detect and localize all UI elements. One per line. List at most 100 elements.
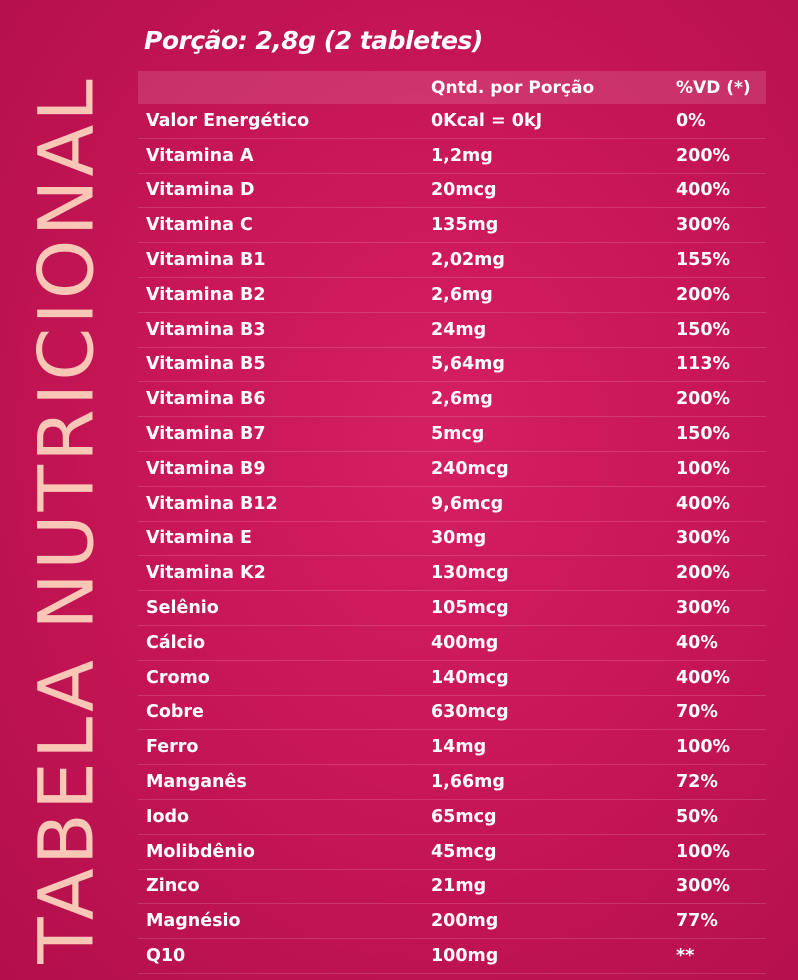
daily-value-cell: 100% <box>676 841 731 862</box>
daily-value-cell: 200% <box>676 284 731 305</box>
daily-value-cell: ** <box>676 946 695 967</box>
nutrient-cell: Ferro <box>146 737 199 758</box>
table-row: Vitamina B3 24mg 150% <box>138 313 766 348</box>
daily-value-cell: 400% <box>676 667 731 688</box>
quantity-cell: 105mcg <box>431 598 509 619</box>
quantity-cell: 2,6mg <box>431 389 493 410</box>
quantity-cell: 2,02mg <box>431 250 505 271</box>
nutrient-cell: Magnésio <box>146 911 241 932</box>
daily-value-cell: 100% <box>676 737 731 758</box>
daily-value-cell: 72% <box>676 772 718 793</box>
table-row: Vitamina B6 2,6mg 200% <box>138 382 766 418</box>
table-header-row: Qntd. por Porção %VD (*) <box>138 71 766 104</box>
quantity-cell: 135mg <box>431 215 499 236</box>
table-row: Vitamina B5 5,64mg 113% <box>138 348 766 383</box>
quantity-cell: 21mg <box>431 876 487 897</box>
nutrient-cell: Vitamina B1 <box>146 250 266 271</box>
quantity-cell: 5,64mg <box>431 354 505 375</box>
daily-value-cell: 300% <box>676 876 731 897</box>
nutrient-cell: Selênio <box>146 598 219 619</box>
nutrient-cell: Iodo <box>146 806 190 827</box>
nutrient-cell: Cromo <box>146 667 210 688</box>
table-row: Vitamina C 135mg 300% <box>138 208 766 244</box>
nutrient-cell: Molibdênio <box>146 841 255 862</box>
table-row: Cromo 140mcg 400% <box>138 661 766 696</box>
daily-value-cell: 113% <box>676 354 731 375</box>
quantity-cell: 140mcg <box>431 667 509 688</box>
daily-value-cell: 300% <box>676 598 731 619</box>
table-row: Vitamina E 30mg 300% <box>138 522 766 557</box>
nutrient-cell: Vitamina B6 <box>146 389 266 410</box>
quantity-cell: 400mg <box>431 632 499 653</box>
daily-value-cell: 0% <box>676 110 706 131</box>
nutrient-cell: Vitamina B2 <box>146 284 266 305</box>
daily-value-cell: 400% <box>676 493 731 514</box>
table-row: Vitamina B12 9,6mcg 400% <box>138 487 766 522</box>
table-row: Magnésio 200mg 77% <box>138 904 766 940</box>
daily-value-cell: 40% <box>676 632 718 653</box>
side-title-container: TABELA NUTRICIONAL <box>0 0 130 980</box>
header-quantity: Qntd. por Porção <box>431 77 595 98</box>
daily-value-cell: 50% <box>676 806 718 827</box>
table-row: Vitamina B9 240mcg 100% <box>138 452 766 487</box>
nutrient-cell: Vitamina C <box>146 215 253 236</box>
quantity-cell: 0Kcal = 0kJ <box>431 110 543 131</box>
daily-value-cell: 200% <box>676 563 731 584</box>
nutrient-cell: Vitamina B12 <box>146 493 278 514</box>
daily-value-cell: 300% <box>676 528 731 549</box>
table-row: Vitamina K2 130mcg 200% <box>138 556 766 592</box>
nutrient-cell: Vitamina D <box>146 180 255 201</box>
daily-value-cell: 200% <box>676 389 731 410</box>
daily-value-cell: 200% <box>676 145 731 166</box>
quantity-cell: 9,6mcg <box>431 493 504 514</box>
quantity-cell: 130mcg <box>431 563 509 584</box>
nutrient-cell: Manganês <box>146 772 247 793</box>
nutrient-cell: Vitamina B7 <box>146 424 266 445</box>
daily-value-cell: 77% <box>676 911 718 932</box>
daily-value-cell: 150% <box>676 319 731 340</box>
quantity-cell: 100mg <box>431 946 499 967</box>
table-row: Vitamina B2 2,6mg 200% <box>138 278 766 313</box>
nutrient-cell: Valor Energético <box>146 110 310 131</box>
quantity-cell: 65mcg <box>431 806 497 827</box>
nutrient-cell: Vitamina E <box>146 528 252 549</box>
nutrient-cell: Vitamina K2 <box>146 563 266 584</box>
side-title: TABELA NUTRICIONAL <box>21 76 111 964</box>
table-row: Valor Energético 0Kcal = 0kJ 0% <box>138 104 766 139</box>
quantity-cell: 240mcg <box>431 458 509 479</box>
quantity-cell: 14mg <box>431 737 487 758</box>
table-row: Molibdênio 45mcg 100% <box>138 835 766 870</box>
daily-value-cell: 300% <box>676 215 731 236</box>
quantity-cell: 24mg <box>431 319 487 340</box>
header-daily-value: %VD (*) <box>676 77 751 98</box>
table-row: Vitamina B7 5mcg 150% <box>138 417 766 452</box>
quantity-cell: 1,66mg <box>431 772 505 793</box>
table-row: Ferro 14mg 100% <box>138 730 766 766</box>
nutrient-cell: Vitamina B3 <box>146 319 266 340</box>
table-row: Vitamina D 20mcg 400% <box>138 174 766 209</box>
daily-value-cell: 400% <box>676 180 731 201</box>
nutrient-cell: Vitamina B9 <box>146 458 266 479</box>
table-row: Zinco 21mg 300% <box>138 870 766 905</box>
quantity-cell: 630mcg <box>431 702 509 723</box>
nutrient-cell: Vitamina B5 <box>146 354 266 375</box>
table-row: Selênio 105mcg 300% <box>138 591 766 626</box>
nutrient-cell: Vitamina A <box>146 145 254 166</box>
quantity-cell: 5mcg <box>431 424 485 445</box>
quantity-cell: 20mcg <box>431 180 497 201</box>
table-row: Vitamina B1 2,02mg 155% <box>138 243 766 278</box>
nutrient-cell: Zinco <box>146 876 200 897</box>
table-row: Manganês 1,66mg 72% <box>138 765 766 800</box>
nutrient-cell: Cobre <box>146 702 204 723</box>
portion-size: Porção: 2,8g (2 tabletes) <box>144 26 483 55</box>
nutrient-cell: Cálcio <box>146 632 206 653</box>
table-row: Cobre 630mcg 70% <box>138 696 766 731</box>
nutrient-cell: Q10 <box>146 946 186 967</box>
quantity-cell: 45mcg <box>431 841 497 862</box>
quantity-cell: 30mg <box>431 528 487 549</box>
quantity-cell: 1,2mg <box>431 145 493 166</box>
daily-value-cell: 155% <box>676 250 731 271</box>
table-row: Iodo 65mcg 50% <box>138 800 766 835</box>
quantity-cell: 2,6mg <box>431 284 493 305</box>
table-row: Cálcio 400mg 40% <box>138 626 766 661</box>
